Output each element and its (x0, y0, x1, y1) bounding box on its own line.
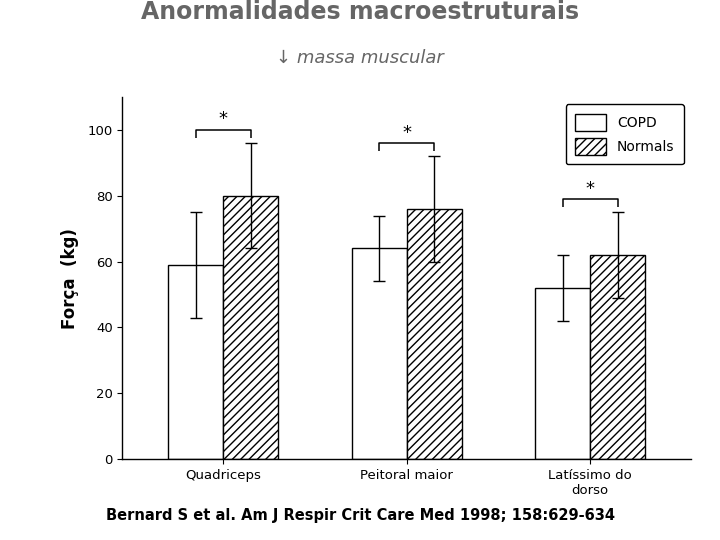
Bar (168, 265, 223, 459)
Bar (223, 196, 279, 459)
Bar (352, 248, 407, 459)
Legend: COPD, Normals: COPD, Normals (566, 104, 684, 164)
Y-axis label: Força  (kg): Força (kg) (61, 228, 79, 328)
Text: Bernard S et al. Am J Respir Crit Care Med 1998; 158:629-634: Bernard S et al. Am J Respir Crit Care M… (106, 508, 614, 523)
Text: *: * (586, 179, 595, 198)
Bar (590, 255, 645, 459)
Text: *: * (219, 111, 228, 129)
Bar (535, 288, 590, 459)
Text: ↓ massa muscular: ↓ massa muscular (276, 49, 444, 67)
Bar (407, 209, 462, 459)
Text: *: * (402, 124, 411, 141)
Text: Anormalidades macroestruturais: Anormalidades macroestruturais (141, 0, 579, 24)
